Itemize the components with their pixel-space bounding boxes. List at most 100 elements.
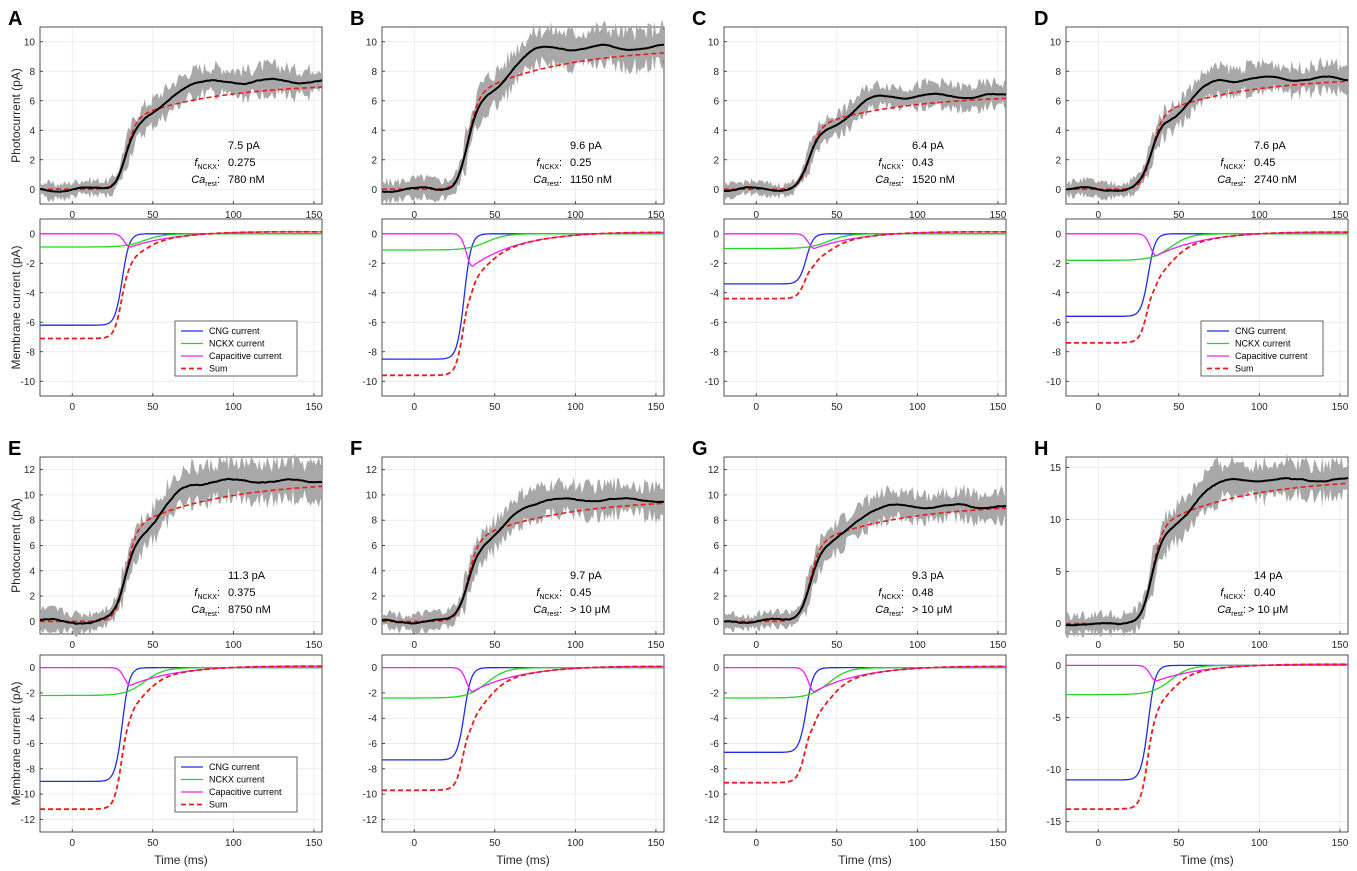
- y-tick-label: 10: [366, 490, 378, 501]
- y-tick-label: 4: [713, 566, 719, 577]
- y-tick-label: 4: [713, 126, 719, 137]
- panel-E: E 0 2 4 6 8 10 12 0 50 100 150 11.3 pA fNCKX: 0.375 Car…: [8, 438, 323, 867]
- y-tick-label: -8: [26, 764, 35, 775]
- f-label: fNCKX:: [536, 157, 562, 171]
- y-tick-label: 12: [366, 465, 378, 476]
- data-line: [381, 43, 664, 193]
- x-tick-label: 0: [753, 402, 759, 413]
- legend-entry: NCKX current: [209, 775, 265, 785]
- capacitive-line: [1066, 663, 1348, 682]
- x-tick-label: 150: [1332, 402, 1349, 413]
- y-tick-label: -10: [1047, 377, 1062, 388]
- x-tick-label: 0: [69, 210, 75, 221]
- x-tick-label: 0: [753, 210, 759, 221]
- y-tick-label: 8: [713, 516, 719, 527]
- y-tick-label: -6: [368, 318, 377, 329]
- y-tick-label: -8: [368, 347, 377, 358]
- panel-letter: H: [1034, 438, 1048, 460]
- f-value: 0.25: [570, 157, 591, 169]
- y-tick-label: 10: [366, 37, 378, 48]
- capacitive-line: [724, 231, 1006, 250]
- x-tick-label: 0: [753, 640, 759, 651]
- y-tick-label: 5: [1055, 567, 1061, 578]
- y-tick-label: 0: [29, 663, 35, 674]
- x-axis-label: Time (ms): [838, 853, 892, 867]
- f-label: fNCKX:: [194, 587, 220, 601]
- pc-value: 11.3 pA: [228, 570, 266, 582]
- legend-entry: Sum: [209, 800, 228, 810]
- x-tick-label: 150: [1332, 210, 1349, 221]
- panel-letter: E: [8, 438, 21, 460]
- x-tick-label: 50: [831, 640, 843, 651]
- y-tick-label: 8: [29, 516, 35, 527]
- legend: CNG current NCKX current Capacitive curren…: [174, 756, 298, 813]
- x-tick-label: 50: [1173, 838, 1185, 849]
- fit-line: [40, 485, 323, 623]
- legend-entry: CNG current: [209, 326, 260, 336]
- x-tick-label: 100: [225, 402, 242, 413]
- membrane-axes: 0 -2 -4 -6 -8 -10 0 50 100 150: [705, 218, 1007, 413]
- y-axis-label-bottom: Membrane current (pA): [9, 681, 23, 805]
- y-axis-label-top: Photocurrent (pA): [9, 498, 23, 593]
- ca-label: Carest:: [533, 604, 562, 618]
- x-tick-label: 150: [306, 640, 323, 651]
- f-label: fNCKX:: [536, 587, 562, 601]
- x-tick-label: 0: [69, 640, 75, 651]
- y-tick-label: 0: [29, 617, 35, 628]
- y-tick-label: 10: [24, 490, 36, 501]
- x-tick-label: 150: [648, 402, 665, 413]
- sem-band: [382, 476, 664, 635]
- x-tick-label: 50: [147, 402, 159, 413]
- x-tick-label: 0: [69, 402, 75, 413]
- x-tick-label: 150: [306, 838, 323, 849]
- legend-box: [174, 756, 298, 813]
- y-tick-label: 10: [708, 490, 720, 501]
- capacitive-line: [724, 665, 1006, 693]
- x-tick-label: 100: [567, 210, 584, 221]
- data-line: [1065, 75, 1349, 192]
- y-tick-label: 8: [1055, 67, 1061, 78]
- y-tick-label: 2: [371, 155, 377, 166]
- y-tick-label: 6: [371, 96, 377, 107]
- nckx-line: [40, 666, 322, 697]
- f-value: 0.43: [912, 157, 933, 169]
- x-tick-label: 150: [1332, 838, 1349, 849]
- x-tick-label: 100: [225, 640, 242, 651]
- membrane-axes: 0 -2 -4 -6 -8 -10 -12 0 50 100 150: [705, 654, 1007, 849]
- x-tick-label: 150: [990, 402, 1007, 413]
- sem-band: [1066, 453, 1348, 639]
- y-tick-label: 2: [371, 592, 377, 603]
- legend: CNG current NCKX current Capacitive curren…: [1200, 320, 1324, 377]
- x-tick-label: 0: [411, 640, 417, 651]
- x-tick-label: 50: [147, 838, 159, 849]
- sum-line: [724, 231, 1006, 300]
- data-line: [40, 77, 323, 193]
- f-label: fNCKX:: [1220, 157, 1246, 171]
- y-tick-label: 0: [371, 617, 377, 628]
- cng-line: [382, 233, 664, 360]
- x-tick-label: 150: [306, 402, 323, 413]
- membrane-axes: 0 -2 -4 -6 -8 -10 -12 0 50 100 150 CNG current NCKX …: [21, 654, 323, 849]
- legend: CNG current NCKX current Capacitive curren…: [174, 320, 298, 377]
- y-tick-label: -5: [1052, 713, 1061, 724]
- x-tick-label: 0: [1095, 838, 1101, 849]
- sum-line: [382, 665, 664, 792]
- y-tick-label: 2: [1055, 155, 1061, 166]
- axes-box: [39, 26, 323, 205]
- f-label: fNCKX:: [878, 157, 904, 171]
- membrane-axes: 0 -2 -4 -6 -8 -10 -12 0 50 100 150: [363, 654, 665, 849]
- pc-value: 6.4 pA: [912, 140, 944, 152]
- x-tick-label: 100: [1251, 640, 1268, 651]
- x-tick-label: 100: [909, 210, 926, 221]
- x-tick-label: 0: [69, 838, 75, 849]
- x-tick-label: 50: [147, 210, 159, 221]
- panel-letter: C: [692, 8, 706, 30]
- y-tick-label: -10: [21, 790, 36, 801]
- x-tick-label: 100: [567, 838, 584, 849]
- x-tick-label: 150: [648, 210, 665, 221]
- y-tick-label: -2: [710, 688, 719, 699]
- parameter-annotation: 9.3 pA fNCKX: 0.48 Carest: > 10 μM: [875, 570, 952, 618]
- ca-value: > 10 μM: [570, 604, 610, 616]
